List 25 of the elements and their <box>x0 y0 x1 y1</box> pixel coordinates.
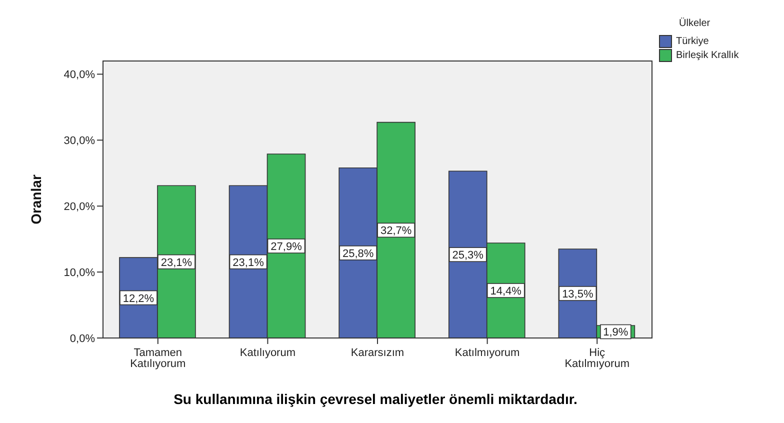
data-label: 32,7% <box>380 225 412 238</box>
data-label: 25,8% <box>342 248 374 260</box>
y-tick-label: 10,0% <box>64 266 96 279</box>
legend-label: Türkiye <box>675 35 710 48</box>
y-tick-label: 20,0% <box>64 201 96 213</box>
data-label: 23,1% <box>160 256 192 269</box>
data-label: 14,4% <box>490 286 522 298</box>
data-label: 27,9% <box>270 240 302 253</box>
data-label: 25,3% <box>452 250 484 262</box>
data-label: 12,2% <box>122 292 154 305</box>
y-tick-label: 0,0% <box>70 332 96 345</box>
legend-label: Birleşik Krallık <box>675 49 740 62</box>
x-tick-label: Hiç Katılmıyorum <box>564 347 630 370</box>
legend-title: Ülkeler <box>679 18 712 29</box>
x-tick-label: Katılıyorum <box>240 347 296 359</box>
y-axis-title: Oranlar <box>28 174 44 224</box>
y-tick-label: 30,0% <box>64 135 96 148</box>
data-label: 1,9% <box>603 326 628 339</box>
x-tick-label: Kararsızım <box>350 347 404 359</box>
data-label: 23,1% <box>232 256 264 269</box>
x-axis-title: Su kullanımına ilişkin çevresel maliyetler önemli miktardadır. <box>172 391 578 407</box>
x-tick-label: Tamamen Katılıyorum <box>130 347 186 370</box>
data-label: 13,5% <box>562 288 594 300</box>
x-tick-label: Katılmıyorum <box>454 347 520 359</box>
y-tick-label: 40,0% <box>64 69 96 82</box>
